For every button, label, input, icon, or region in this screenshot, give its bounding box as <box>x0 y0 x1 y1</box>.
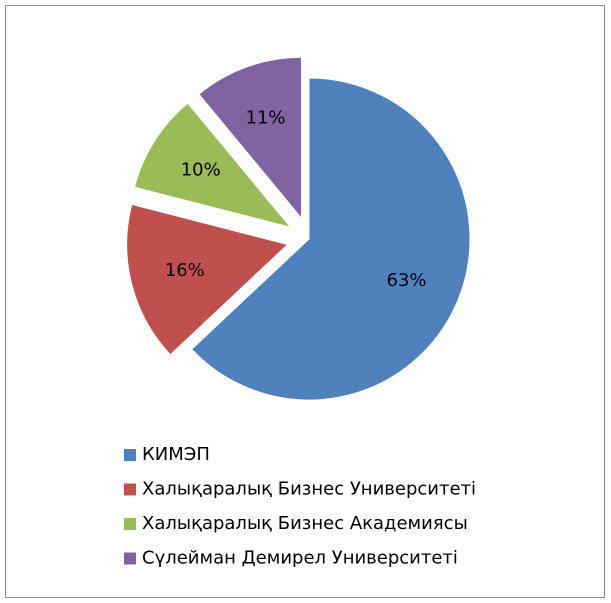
legend-swatch <box>124 518 136 530</box>
pie-slice <box>126 203 289 356</box>
data-label: 16% <box>165 260 205 281</box>
data-label: 11% <box>246 107 286 128</box>
legend-swatch <box>124 483 136 496</box>
legend-label: КИМЭП <box>142 444 210 465</box>
legend-label: Халықаралық Бизнес Академиясы <box>142 513 468 534</box>
legend-swatch <box>124 552 136 565</box>
pie-slice <box>198 56 303 220</box>
legend-swatch <box>124 449 136 461</box>
legend-label: Сүлейман Демирел Университеті <box>142 548 458 569</box>
data-label: 63% <box>387 270 427 291</box>
data-label: 10% <box>181 159 221 180</box>
legend-label: Халықаралық Бизнес Университеті <box>142 479 476 500</box>
pie-slice <box>190 77 471 401</box>
pie-slice <box>133 102 292 229</box>
